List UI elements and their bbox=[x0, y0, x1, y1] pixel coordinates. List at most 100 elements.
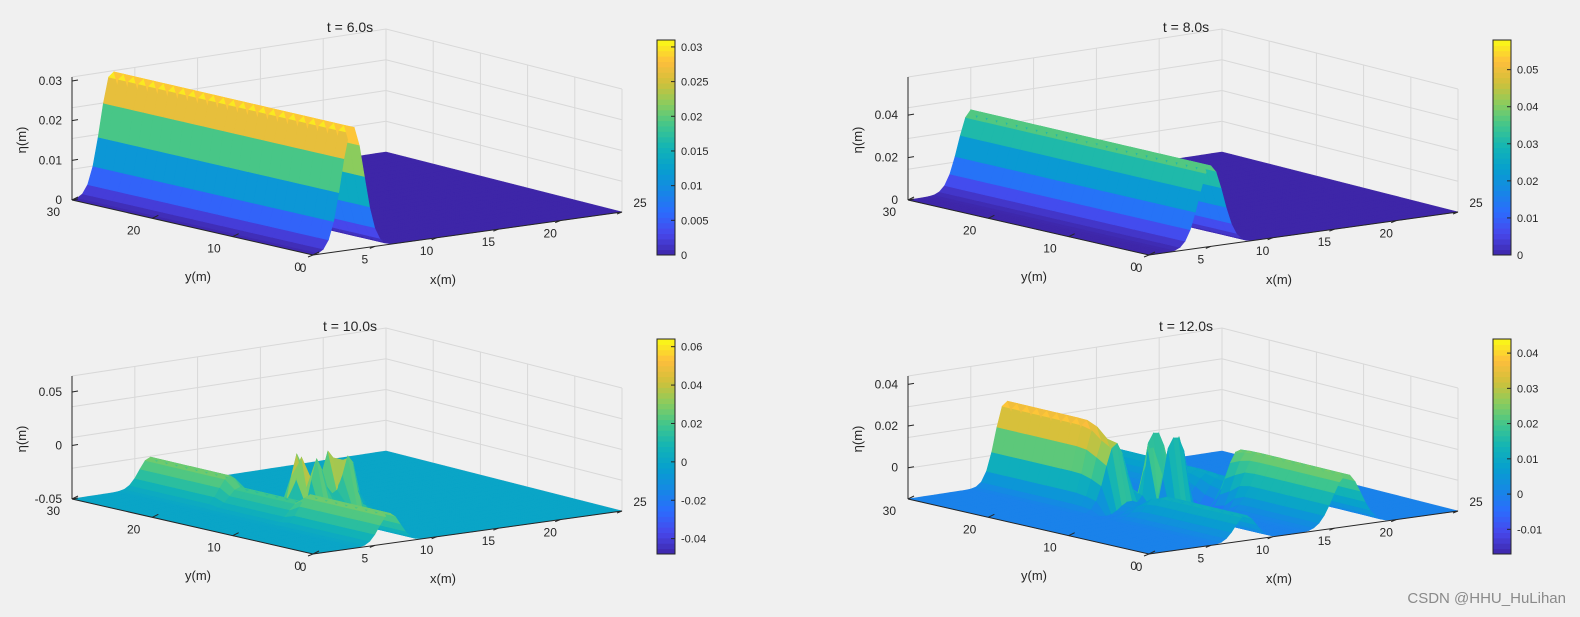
colorbar-tick-label: 0.03 bbox=[1517, 139, 1538, 151]
y-tick-label: 0 bbox=[294, 260, 301, 274]
z-tick bbox=[907, 113, 915, 116]
colorbar-segment bbox=[1493, 228, 1511, 234]
colorbar-segment bbox=[1493, 45, 1511, 52]
x-tick-label: 20 bbox=[544, 526, 558, 540]
colorbar-segment bbox=[657, 344, 675, 351]
colorbar-segment bbox=[657, 446, 675, 453]
x-axis-label: x(m) bbox=[1266, 272, 1292, 287]
colorbar-segment bbox=[1493, 142, 1511, 148]
colorbar-segment bbox=[657, 109, 675, 116]
z-tick bbox=[907, 156, 915, 159]
colorbar-segment bbox=[657, 435, 675, 442]
colorbar-segment bbox=[657, 244, 675, 251]
z-tick-label: 0.04 bbox=[875, 108, 899, 122]
colorbar-segment bbox=[1493, 190, 1511, 197]
x-tick-label: 10 bbox=[1256, 244, 1270, 258]
x-tick-label: 20 bbox=[1380, 227, 1394, 241]
grid-line bbox=[907, 388, 1459, 450]
colorbar-segment bbox=[1493, 158, 1511, 165]
colorbar-segment bbox=[657, 152, 675, 159]
colorbar-segment bbox=[657, 50, 675, 57]
colorbar-segment bbox=[657, 376, 675, 383]
colorbar-tick-label: 0.02 bbox=[1517, 176, 1538, 188]
z-tick-label: 0 bbox=[55, 439, 62, 453]
colorbar-segment bbox=[657, 451, 675, 458]
y-tick-label: 10 bbox=[1043, 242, 1057, 256]
box-top-edge bbox=[71, 28, 623, 90]
box-top-edge bbox=[71, 327, 623, 389]
colorbar-segment bbox=[1493, 233, 1511, 240]
z-tick-label: 0 bbox=[55, 193, 62, 207]
colorbar-segment bbox=[657, 527, 675, 533]
x-tick-label: 10 bbox=[420, 244, 434, 258]
surface bbox=[70, 71, 623, 256]
colorbar-tick-label: 0.04 bbox=[1517, 102, 1538, 114]
z-axis-label: η(m) bbox=[850, 127, 865, 154]
colorbar-segment bbox=[657, 163, 675, 170]
colorbar-segment bbox=[1493, 131, 1511, 138]
x-tick-label: 25 bbox=[633, 495, 647, 509]
colorbar-tick-label: 0.05 bbox=[1517, 65, 1538, 77]
colorbar-segment bbox=[1493, 244, 1511, 251]
colorbar-segment bbox=[657, 40, 675, 46]
colorbar-segment bbox=[1493, 136, 1511, 143]
colorbar: 00.010.020.030.040.05 bbox=[1492, 39, 1538, 262]
z-axis-label: η(m) bbox=[14, 426, 29, 453]
colorbar-tick-label: 0.02 bbox=[681, 111, 702, 123]
colorbar-segment bbox=[657, 136, 675, 143]
colorbar-segment bbox=[657, 462, 675, 469]
z-axis-label: η(m) bbox=[14, 127, 29, 154]
colorbar-segment bbox=[1493, 195, 1511, 202]
colorbar-segment bbox=[657, 473, 675, 480]
colorbar-tick-label: 0.04 bbox=[681, 380, 702, 392]
grid-line bbox=[907, 358, 1459, 420]
colorbar-segment bbox=[657, 169, 675, 175]
colorbar-segment bbox=[1493, 93, 1511, 100]
colorbar-segment bbox=[657, 72, 675, 79]
y-tick-label: 10 bbox=[207, 541, 221, 555]
colorbar-segment bbox=[657, 201, 675, 208]
x-tick-label: 25 bbox=[1469, 196, 1483, 210]
colorbar-segment bbox=[1493, 61, 1511, 68]
z-tick-label: 0.05 bbox=[39, 385, 63, 399]
colorbar-tick-label: 0.01 bbox=[681, 181, 702, 193]
x-tick-label: 15 bbox=[1318, 235, 1332, 249]
colorbar-segment bbox=[657, 511, 675, 517]
y-tick-label: 30 bbox=[47, 504, 61, 518]
colorbar-segment bbox=[657, 126, 675, 132]
colorbar-segment bbox=[657, 408, 675, 415]
grid-line bbox=[71, 388, 623, 450]
colorbar-segment bbox=[657, 233, 675, 240]
chart-title: t = 8.0s bbox=[1163, 19, 1209, 35]
colorbar-segment bbox=[1493, 77, 1511, 84]
colorbar-segment bbox=[657, 104, 675, 111]
colorbar-segment bbox=[1493, 56, 1511, 62]
colorbar-segment bbox=[657, 174, 675, 181]
colorbar-segment bbox=[657, 521, 675, 528]
colorbar-segment bbox=[1493, 201, 1511, 208]
colorbar-segment bbox=[657, 532, 675, 539]
x-tick-label: 15 bbox=[482, 534, 496, 548]
z-tick bbox=[71, 119, 79, 122]
colorbar-tick-label: 0.015 bbox=[681, 146, 709, 158]
colorbar-segment bbox=[657, 365, 675, 372]
colorbar-segment bbox=[657, 516, 675, 523]
colorbar-segment bbox=[1493, 147, 1511, 154]
colorbar-segment bbox=[1493, 185, 1511, 191]
colorbar-tick-label: 0 bbox=[1517, 250, 1523, 262]
z-tick bbox=[71, 79, 79, 82]
y-tick-label: 20 bbox=[127, 522, 141, 536]
z-tick bbox=[71, 158, 79, 161]
colorbar-segment bbox=[657, 500, 675, 507]
x-tick-label: 15 bbox=[482, 235, 496, 249]
x-axis-label: x(m) bbox=[430, 571, 456, 586]
colorbar-segment bbox=[1493, 72, 1511, 79]
colorbar-segment bbox=[1493, 222, 1511, 229]
colorbar-segment bbox=[1493, 88, 1511, 95]
colorbar-segment bbox=[657, 147, 675, 154]
x-tick-label: 5 bbox=[361, 252, 368, 266]
